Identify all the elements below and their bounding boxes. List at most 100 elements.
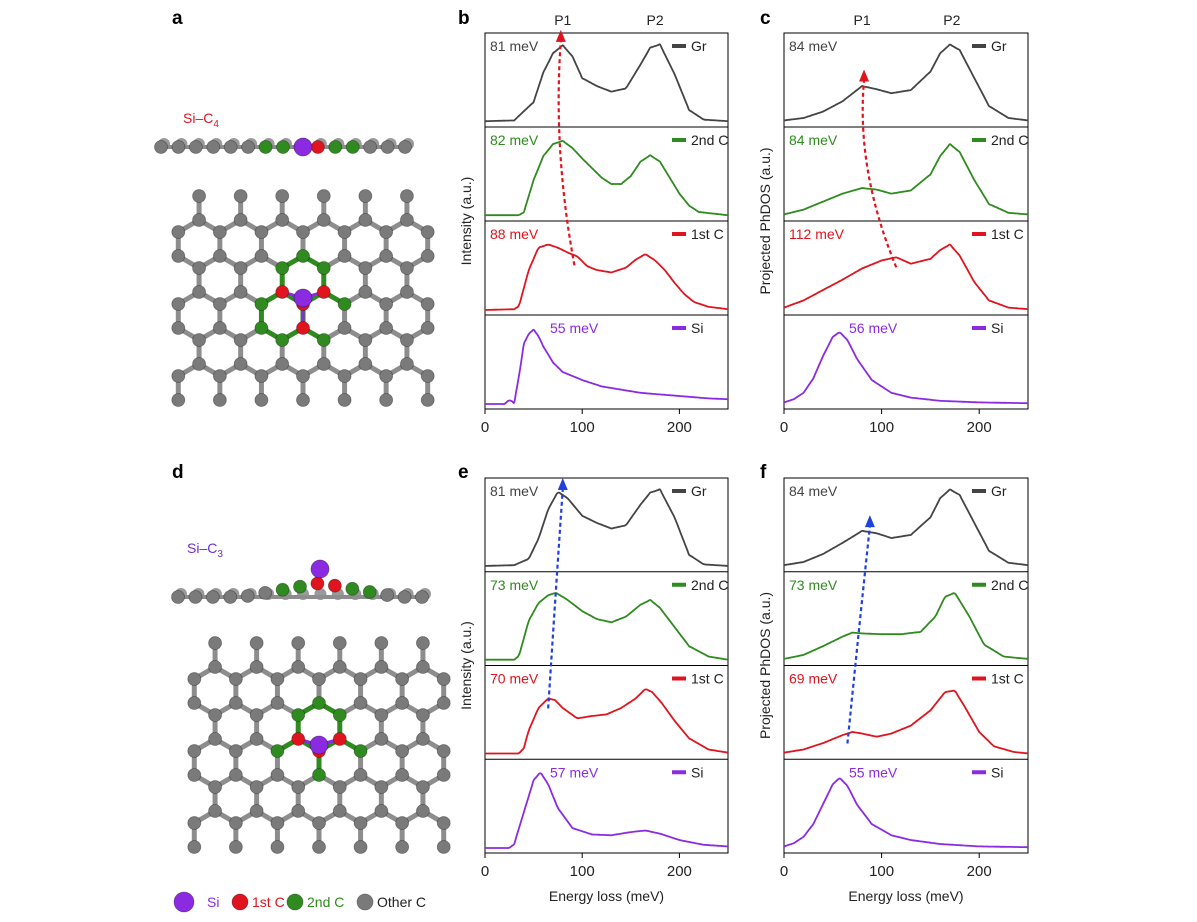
structure-label: Si–C4 bbox=[183, 110, 219, 130]
shift-arrow-head bbox=[864, 515, 875, 528]
carbon-atom bbox=[374, 780, 389, 794]
side-atom bbox=[171, 590, 185, 604]
carbon-atom bbox=[379, 321, 394, 335]
side-atom bbox=[327, 578, 342, 593]
carbon-atom bbox=[353, 840, 368, 854]
legend-label-2nd-c: 2nd C bbox=[991, 132, 1028, 148]
x-tick-label: 0 bbox=[481, 863, 489, 880]
legend-swatch-gr bbox=[972, 44, 986, 48]
carbon-atom bbox=[395, 744, 410, 758]
carbon-atom bbox=[192, 261, 206, 275]
carbon-atom bbox=[436, 768, 451, 782]
carbon-atom bbox=[374, 804, 389, 818]
carbon-atom bbox=[316, 333, 331, 347]
legend-swatch-si bbox=[972, 326, 986, 330]
carbon-atom bbox=[395, 696, 410, 710]
side-atom bbox=[154, 140, 168, 154]
peak-annotation-1st-c: 112 meV bbox=[789, 226, 845, 242]
x-tick-label: 0 bbox=[780, 863, 788, 880]
carbon-atom bbox=[316, 285, 331, 299]
carbon-atom bbox=[395, 768, 410, 782]
panel-letter-d: d bbox=[172, 462, 184, 483]
carbon-atom bbox=[254, 321, 269, 335]
carbon-atom bbox=[420, 321, 435, 335]
carbon-atom bbox=[400, 357, 414, 371]
side-atom bbox=[397, 590, 412, 604]
carbon-atom bbox=[332, 636, 347, 650]
carbon-atom bbox=[254, 369, 269, 383]
series-line-gr bbox=[484, 43, 729, 123]
side-atom bbox=[240, 589, 255, 603]
carbon-atom bbox=[208, 804, 222, 818]
carbon-atom bbox=[212, 393, 227, 407]
carbon-atom bbox=[171, 393, 186, 407]
carbon-atom bbox=[358, 213, 373, 227]
carbon-atom bbox=[312, 840, 326, 854]
structure-si-c4: Si–C4 bbox=[154, 110, 435, 407]
carbon-atom bbox=[291, 804, 306, 818]
side-silicon-atom bbox=[310, 559, 330, 579]
chart-panel-b: 0 100 200 Intensity (a.u.) P1 P2 81 meV Gr 82 me… bbox=[458, 12, 729, 436]
legend-label-1st-c: 1st C bbox=[691, 671, 724, 687]
carbon-atom bbox=[270, 696, 285, 710]
carbon-atom bbox=[233, 261, 248, 275]
carbon-atom bbox=[379, 297, 394, 311]
legend-swatch-1st-c bbox=[672, 232, 686, 236]
legend-label-si: Si bbox=[691, 320, 703, 336]
legend-label-si: Si bbox=[991, 320, 1003, 336]
carbon-atom bbox=[233, 213, 248, 227]
side-atom bbox=[362, 585, 377, 599]
carbon-atom bbox=[420, 369, 435, 383]
carbon-atom bbox=[332, 780, 347, 794]
chart-panel-c: 0 100 200 Projected PhDOS (a.u.) P1 P2 84 meV G… bbox=[757, 12, 1029, 436]
carbon-atom bbox=[208, 636, 222, 650]
legend-label-gr: Gr bbox=[691, 483, 707, 499]
carbon-atom bbox=[400, 189, 414, 203]
carbon-atom bbox=[296, 225, 310, 239]
structure-label-subscript: 3 bbox=[217, 549, 223, 560]
shift-arrow-head bbox=[555, 29, 566, 42]
carbon-atom bbox=[353, 816, 368, 830]
carbon-atom bbox=[233, 285, 248, 299]
x-tick-label: 200 bbox=[667, 863, 692, 880]
side-atom bbox=[275, 582, 290, 597]
carbon-atom bbox=[400, 285, 414, 299]
carbon-atom bbox=[337, 225, 352, 239]
peak-annotation-si: 55 meV bbox=[550, 320, 599, 336]
carbon-atom bbox=[353, 672, 368, 686]
x-tick-label: 100 bbox=[869, 863, 894, 880]
side-atom bbox=[276, 140, 290, 154]
legend-label-2nd-c: 2nd C bbox=[691, 132, 728, 148]
side-atom bbox=[310, 140, 325, 154]
legend-label-2nd-c: 2nd C bbox=[991, 577, 1028, 593]
legend-label-2nd-c: 2nd C bbox=[691, 577, 728, 593]
carbon-atom bbox=[374, 660, 389, 674]
peak-annotation-2nd-c: 73 meV bbox=[789, 577, 838, 593]
x-tick-label: 0 bbox=[780, 419, 788, 436]
carbon-atom bbox=[337, 321, 352, 335]
structure-label-subscript: 4 bbox=[213, 119, 219, 130]
carbon-atom bbox=[312, 816, 326, 830]
carbon-atom bbox=[254, 393, 269, 407]
side-atom bbox=[171, 140, 186, 154]
carbon-atom bbox=[395, 840, 410, 854]
series-line-2nd-c bbox=[484, 592, 729, 661]
peak-annotation-1st-c: 88 meV bbox=[490, 226, 539, 242]
carbon-atom bbox=[228, 816, 243, 830]
carbon-atom bbox=[379, 249, 394, 263]
carbon-atom bbox=[187, 744, 202, 758]
peak-label-p1: P1 bbox=[554, 12, 571, 28]
panel-letter-c: c bbox=[760, 8, 771, 29]
x-tick-label: 200 bbox=[967, 863, 992, 880]
legend-atom-label: 1st C bbox=[252, 894, 285, 910]
carbon-atom bbox=[400, 333, 414, 347]
carbon-atom bbox=[187, 696, 202, 710]
carbon-atom bbox=[420, 249, 435, 263]
carbon-atom bbox=[312, 768, 326, 782]
side-atom bbox=[258, 140, 273, 154]
carbon-atom bbox=[192, 333, 206, 347]
series-line-si bbox=[484, 328, 729, 406]
carbon-atom bbox=[337, 297, 352, 311]
carbon-atom bbox=[212, 369, 227, 383]
